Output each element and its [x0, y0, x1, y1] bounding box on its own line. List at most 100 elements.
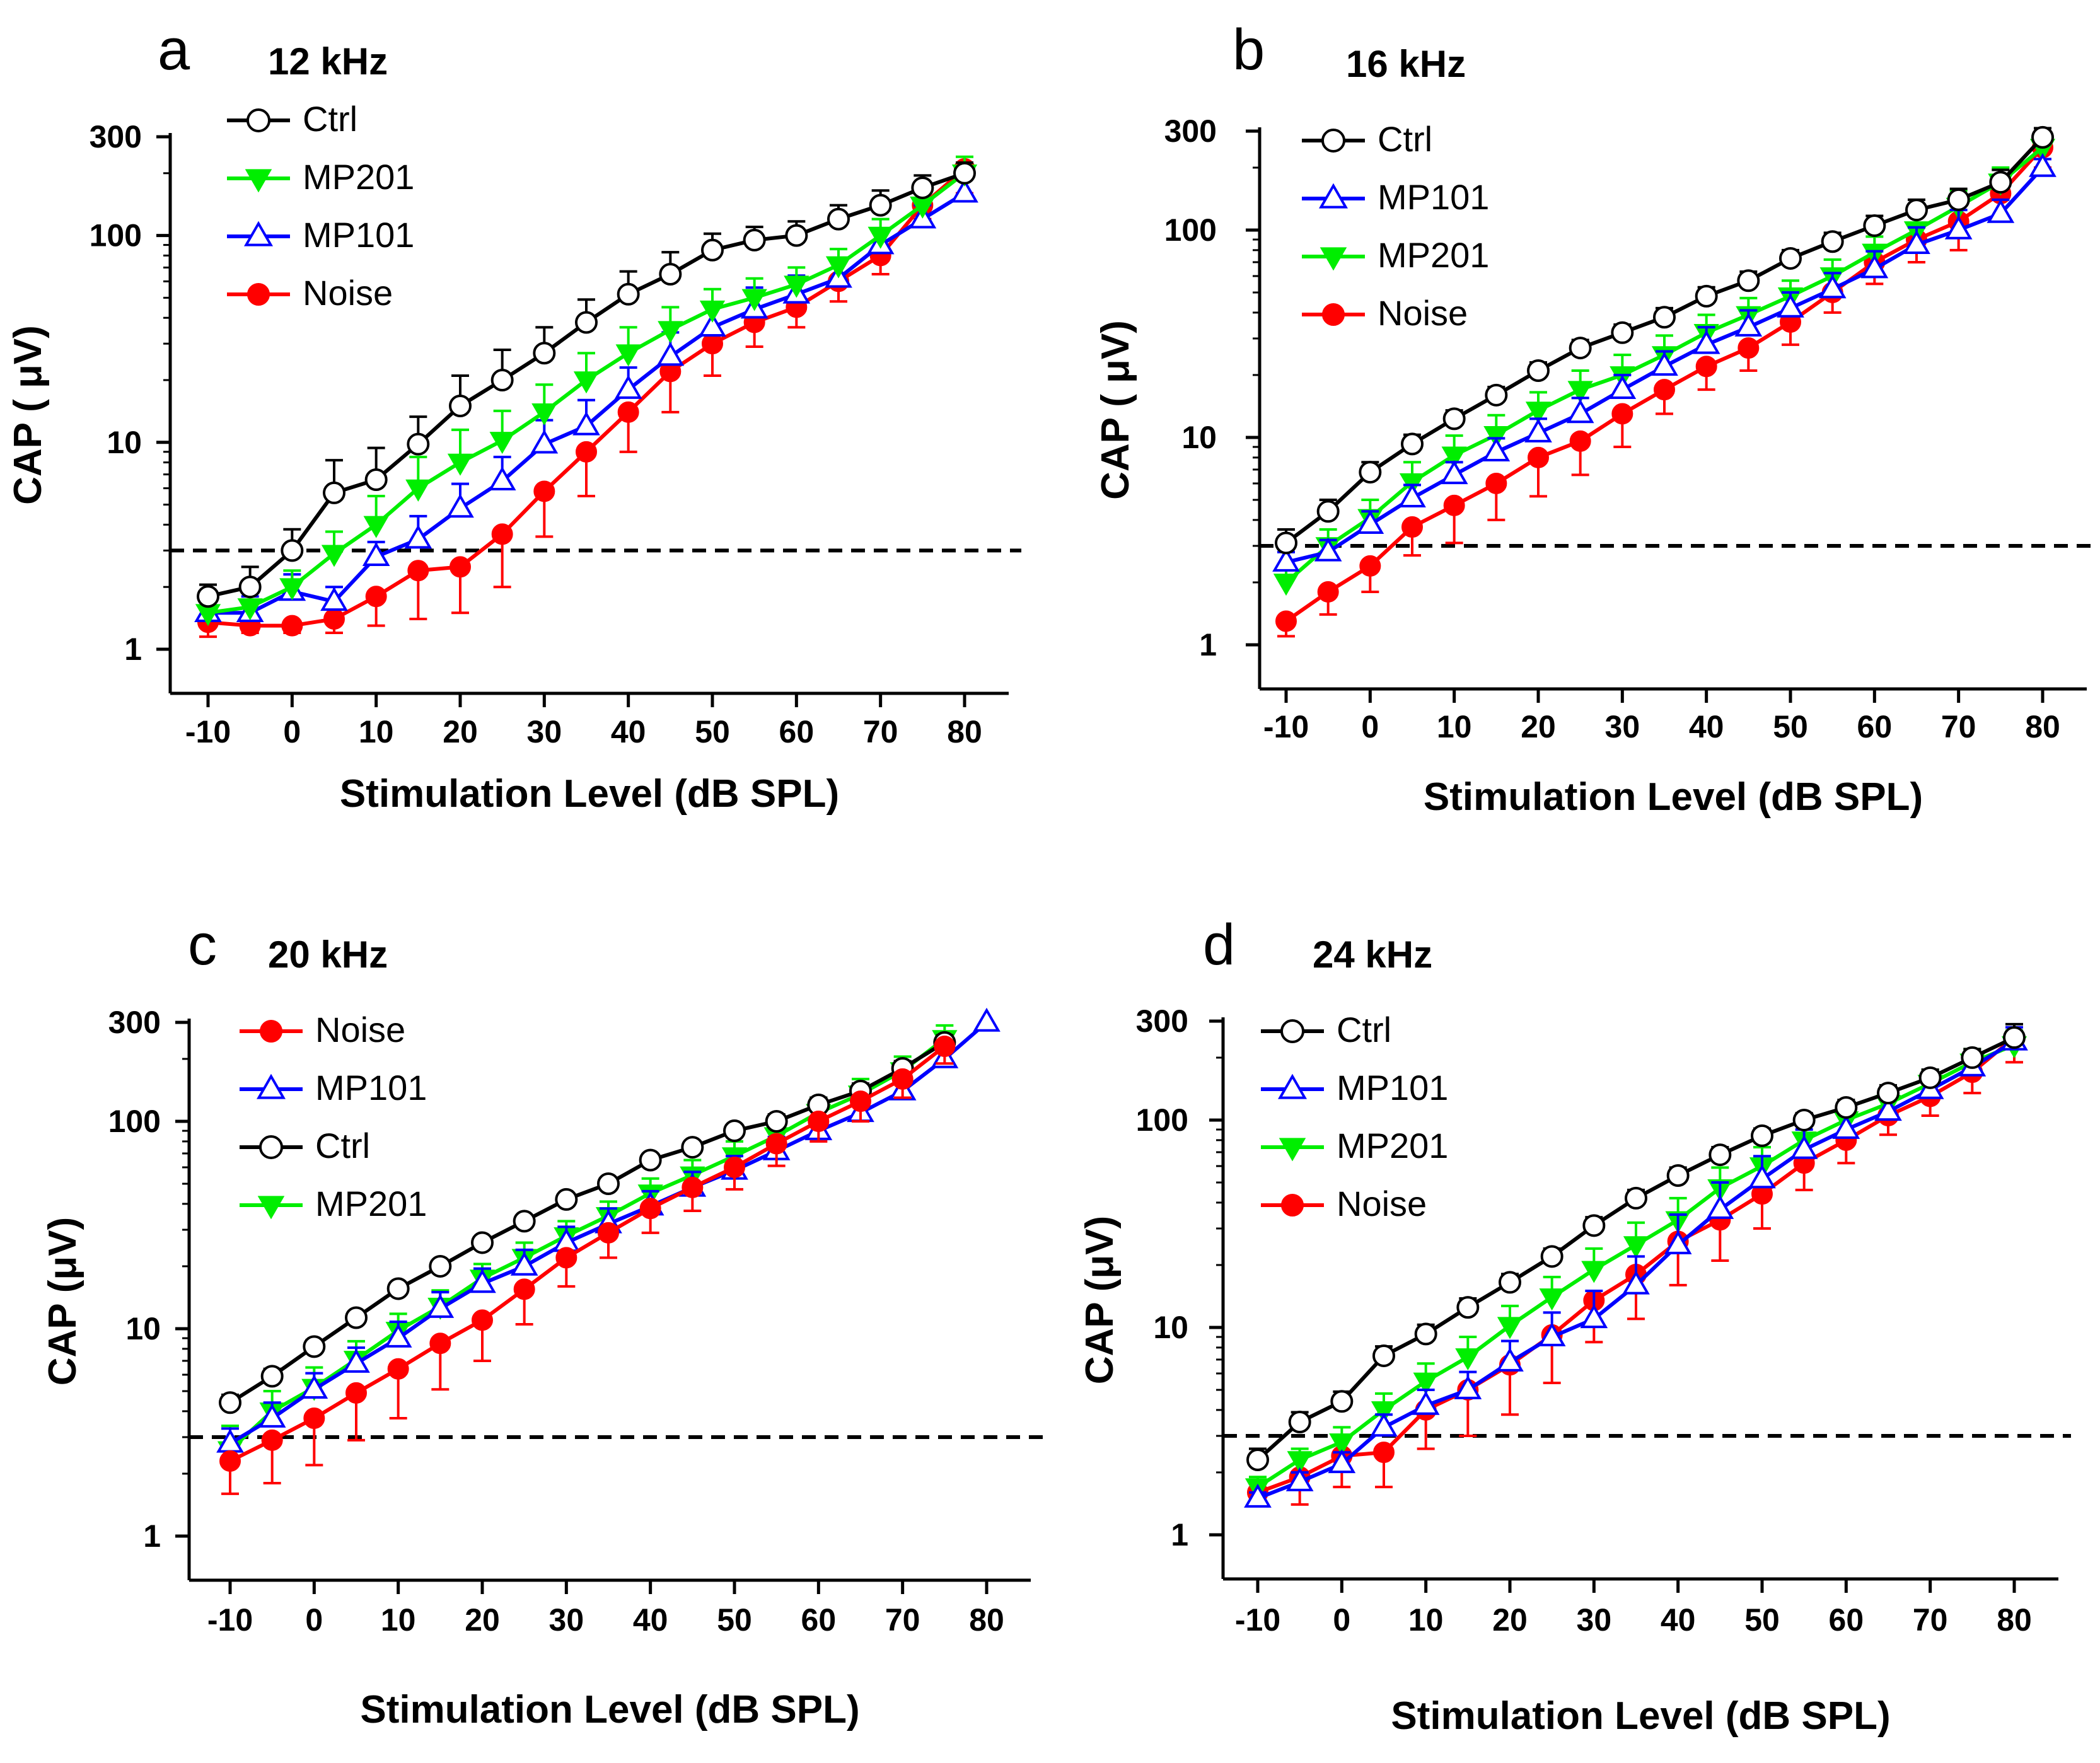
data-point [447, 453, 473, 476]
legend-label: Ctrl [303, 99, 357, 139]
data-point [658, 321, 683, 344]
x-tick-label: 70 [1941, 709, 1976, 744]
y-tick-label: 100 [1136, 1102, 1188, 1138]
y-axis-title: CAP ( μV) [1094, 320, 1137, 500]
data-point [1244, 1483, 1272, 1508]
data-point [617, 282, 640, 306]
data-point [533, 342, 556, 365]
data-point [219, 1391, 241, 1414]
legend-marker [1321, 129, 1345, 153]
data-point [1398, 483, 1426, 508]
data-point [1372, 1344, 1395, 1367]
data-point [1401, 432, 1424, 456]
data-point [446, 494, 474, 518]
data-point [1455, 1348, 1481, 1371]
x-tick-label: 80 [969, 1602, 1004, 1638]
data-point [468, 1269, 496, 1293]
data-point [238, 575, 262, 599]
y-tick-label: 300 [90, 119, 142, 154]
data-point [891, 1068, 914, 1090]
data-point [1288, 1410, 1311, 1433]
data-point [1527, 359, 1550, 382]
data-point [1650, 352, 1678, 376]
data-point [1275, 610, 1297, 632]
x-tick-label: -10 [1263, 709, 1309, 744]
data-point [639, 1148, 662, 1172]
data-point [682, 1176, 704, 1198]
data-point [364, 468, 388, 492]
panel-letter: c [188, 913, 217, 977]
x-axis-title: Stimulation Level (dB SPL) [1424, 775, 1923, 819]
legend-marker [247, 108, 270, 132]
data-point [1666, 1164, 1690, 1188]
legend-label: MP101 [1337, 1068, 1448, 1107]
data-point [1818, 274, 1847, 299]
panel-title: 24 kHz [1313, 934, 1432, 976]
data-point [300, 1374, 328, 1399]
data-point [1328, 1449, 1356, 1474]
data-point [2031, 125, 2054, 149]
y-tick-label: 1 [143, 1518, 161, 1554]
legend-marker [1281, 1194, 1304, 1217]
x-tick-label: 40 [633, 1602, 668, 1638]
data-point [261, 1429, 283, 1451]
y-tick-label: 100 [108, 1104, 161, 1139]
data-point [1540, 1245, 1563, 1268]
data-point [681, 1136, 704, 1159]
data-point [1272, 547, 1300, 572]
legend-marker [1320, 247, 1347, 271]
data-point [1664, 1230, 1692, 1254]
data-point [407, 432, 430, 456]
data-point [1401, 516, 1423, 538]
data-point [303, 1335, 326, 1358]
data-point [1581, 1261, 1607, 1283]
data-point [1611, 403, 1633, 425]
data-point [1580, 1304, 1608, 1329]
data-point [1316, 500, 1340, 523]
data-point [1246, 1448, 1269, 1471]
data-point [2029, 153, 2056, 177]
x-tick-label: 80 [2025, 709, 2060, 744]
legend-marker [259, 1135, 283, 1159]
x-tick-label: 60 [779, 714, 815, 749]
data-point [1947, 188, 1970, 211]
data-point [1567, 381, 1593, 403]
data-point [531, 403, 557, 426]
data-point [973, 1007, 1001, 1032]
data-point [573, 371, 600, 394]
y-tick-label: 100 [1164, 212, 1217, 248]
legend-label: Noise [303, 273, 393, 313]
data-point [617, 401, 639, 423]
data-point [1905, 199, 1928, 222]
data-point [1582, 1214, 1606, 1237]
data-point [953, 161, 976, 185]
legend: Noise MP101 Ctrl MP201 [240, 1010, 427, 1223]
data-point [281, 615, 303, 637]
x-tick-label: 10 [359, 714, 394, 749]
y-tick-label: 10 [1153, 1310, 1188, 1345]
data-point [1653, 306, 1676, 329]
data-point [1314, 537, 1342, 562]
data-point [1285, 1467, 1314, 1491]
data-point [1623, 1236, 1649, 1259]
data-point [555, 1247, 577, 1269]
data-point [699, 313, 726, 337]
data-point [1370, 1413, 1398, 1437]
data-point [1608, 374, 1637, 399]
data-point [342, 1348, 370, 1373]
data-point [1860, 254, 1889, 279]
legend-marker [243, 221, 274, 246]
data-point [1777, 293, 1804, 318]
data-point [1287, 1451, 1313, 1474]
data-point [576, 441, 597, 463]
x-tick-label: 30 [1577, 1602, 1612, 1638]
data-point [1525, 402, 1552, 424]
y-tick-label: 10 [107, 425, 142, 460]
legend-label: MP201 [303, 157, 414, 197]
data-point [471, 1231, 494, 1254]
data-point [1692, 330, 1720, 354]
data-point [1359, 555, 1381, 577]
y-axis-title: CAP (μV) [41, 1217, 84, 1386]
data-point [323, 608, 345, 630]
